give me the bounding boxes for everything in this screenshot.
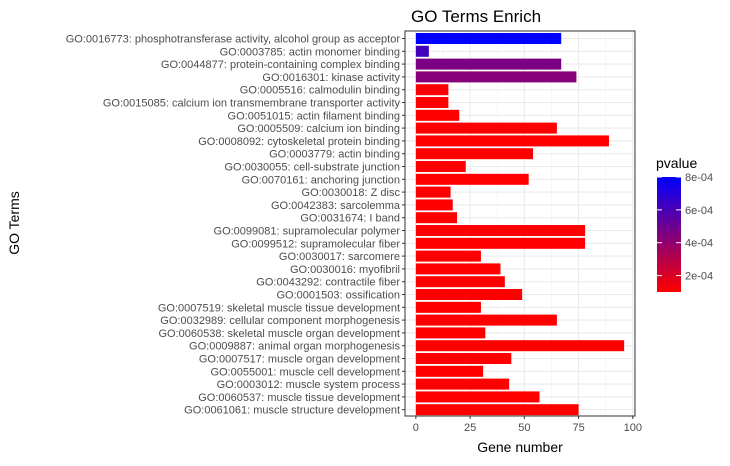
bar-21 (415, 289, 523, 300)
category-label-16: GO:0099081: supramolecular polymer (214, 226, 401, 238)
legend-tick-label: 4e-04 (685, 238, 713, 250)
bar-7 (415, 109, 460, 121)
legend-ticks: 2e-04 4e-04 6e-04 8e-04 (657, 172, 713, 283)
category-label-27: GO:0055001: muscle cell development (210, 366, 400, 378)
bar-29 (415, 391, 540, 403)
bar-4 (415, 71, 577, 83)
category-label-2: GO:0003785: actin monomer binding (220, 46, 400, 58)
bar-28 (415, 378, 510, 390)
legend: pvalue 2e-04 4e-04 6e-04 8e-04 (656, 155, 713, 292)
x-tick-label: 0 (413, 422, 419, 434)
bar-8 (415, 122, 557, 134)
bar-2 (415, 45, 429, 57)
category-label-8: GO:0005509: calcium ion binding (237, 123, 400, 135)
category-label-14: GO:0042383: sarcolemma (271, 200, 401, 212)
category-label-19: GO:0030016: myofibril (290, 264, 400, 276)
bar-18 (415, 250, 481, 262)
bar-27 (415, 365, 484, 377)
bar-5 (415, 84, 449, 96)
bar-17 (415, 237, 586, 249)
plot-panel-border (404, 30, 636, 417)
bar-30 (415, 404, 579, 416)
bar-11 (415, 161, 466, 172)
bar-1 (415, 33, 562, 44)
x-axis: 0 25 50 75 100 (413, 416, 642, 434)
bar-13 (415, 186, 451, 198)
category-label-18: GO:0030017: sarcomere (279, 251, 400, 263)
x-axis-title: Gene number (477, 439, 563, 455)
bar-6 (415, 97, 449, 108)
category-label-12: GO:0070161: anchoring junction (242, 174, 400, 186)
category-label-30: GO:0061061: muscle structure development (184, 405, 400, 417)
category-label-9: GO:0008092: cytoskeletal protein binding (198, 136, 400, 148)
category-label-15: GO:0031674: I band (300, 213, 400, 225)
category-label-10: GO:0003779: actin binding (269, 149, 400, 161)
category-label-1: GO:0016773: phosphotransferase activity,… (66, 34, 401, 46)
x-tick-label: 25 (464, 422, 476, 434)
legend-tick-label: 2e-04 (685, 271, 713, 283)
bar-19 (415, 263, 501, 275)
category-label-5: GO:0005516: calmodulin binding (240, 85, 400, 97)
category-label-29: GO:0060537: muscle tissue development (198, 392, 400, 404)
bar-12 (415, 173, 529, 185)
category-label-7: GO:0051015: actin filament binding (228, 110, 400, 122)
legend-title: pvalue (656, 155, 697, 171)
bar-22 (415, 301, 481, 313)
bar-14 (415, 199, 453, 211)
bar-24 (415, 327, 486, 339)
bar-16 (415, 225, 586, 236)
bar-layer (415, 33, 625, 416)
bar-23 (415, 314, 557, 326)
bar-9 (415, 135, 609, 147)
category-label-6: GO:0015085: calcium ion transmembrane tr… (103, 98, 401, 110)
bar-20 (415, 276, 505, 288)
bar-26 (415, 353, 512, 364)
chart-title: GO Terms Enrich (411, 7, 541, 26)
x-tick-label: 100 (624, 422, 642, 434)
x-tick-label: 50 (518, 422, 530, 434)
bar-3 (415, 58, 562, 70)
category-label-22: GO:0007519: skeletal muscle tissue devel… (158, 302, 400, 314)
category-label-13: GO:0030018: Z disc (302, 187, 401, 199)
category-label-21: GO:0001503: ossification (276, 290, 400, 302)
category-label-26: GO:0007517: muscle organ development (199, 354, 400, 366)
category-labels: GO:0016773: phosphotransferase activity,… (66, 34, 405, 417)
y-axis-title: GO Terms (6, 191, 22, 255)
category-label-24: GO:0060538: skeletal muscle organ develo… (158, 328, 400, 340)
category-label-11: GO:0030055: cell-substrate junction (225, 162, 401, 174)
legend-colorbar (657, 177, 681, 292)
legend-tick-label: 6e-04 (685, 205, 713, 217)
category-label-28: GO:0003012: muscle system process (217, 379, 401, 391)
bar-15 (415, 212, 458, 224)
category-label-17: GO:0099512: supramolecular fiber (231, 238, 400, 250)
legend-tick-label: 8e-04 (685, 172, 713, 184)
category-label-3: GO:0044877: protein-containing complex b… (161, 59, 400, 71)
bar-10 (415, 148, 534, 160)
category-label-23: GO:0032989: cellular component morphogen… (160, 315, 400, 327)
category-label-20: GO:0043292: contractile fiber (256, 277, 400, 289)
category-label-25: GO:0009887: animal organ morphogenesis (189, 341, 400, 353)
category-label-4: GO:0016301: kinase activity (262, 72, 400, 84)
x-tick-label: 75 (572, 422, 584, 434)
bar-25 (415, 340, 625, 352)
